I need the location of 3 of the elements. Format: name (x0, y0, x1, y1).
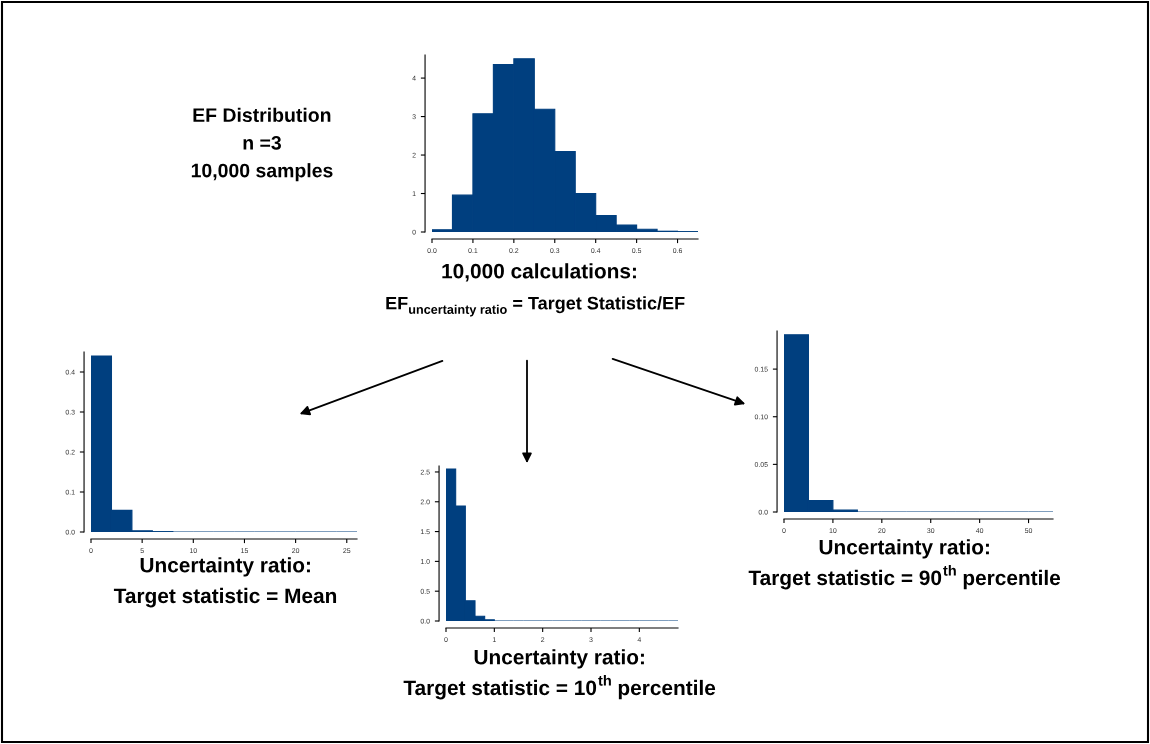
x-axis-title: Uncertainty ratio: Target statistic = Mean (113, 557, 337, 608)
text: EF Distribution n =3 10,000 samples (191, 107, 333, 182)
text: 10,000 calculations: (442, 263, 636, 282)
